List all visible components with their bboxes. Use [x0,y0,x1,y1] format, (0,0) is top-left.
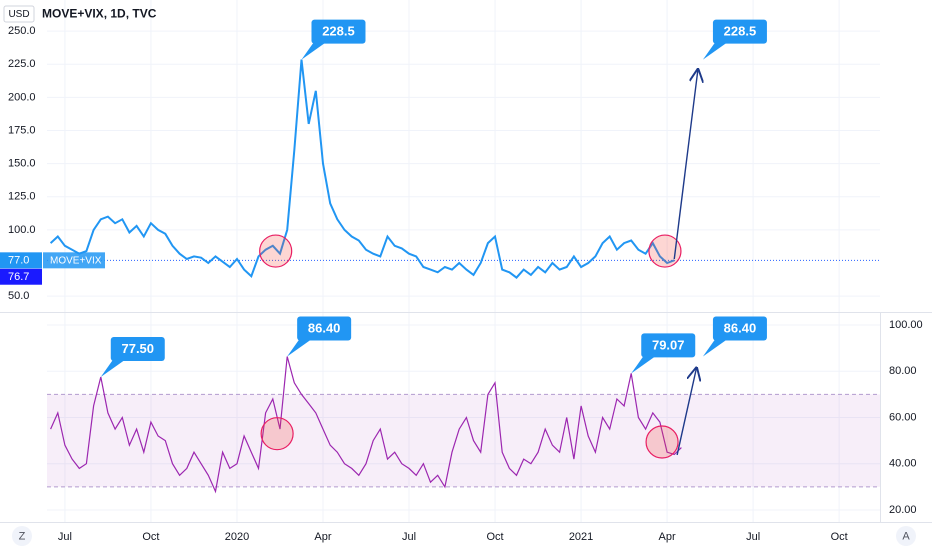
callout-label: 228.5 [724,24,757,39]
highlight-circle [645,425,679,459]
y-tick-label: 250.0 [8,25,36,37]
projection-arrow [673,70,698,260]
callout-pointer [702,339,727,357]
series-line [50,356,682,494]
callout-pointer [301,42,326,60]
x-tick-label: Oct [142,531,159,543]
callout-box [712,316,767,341]
callout-pointer [287,339,312,357]
auto-button-label[interactable]: A [902,530,910,542]
x-tick-label: Jul [58,531,72,543]
callout-pointer [631,356,656,374]
x-tick-label: 2020 [225,531,249,543]
y-tick-label: 125.0 [8,191,36,203]
y-tick-label: 100.00 [889,319,923,331]
callout-box [297,316,352,341]
y-tick-label: 100.0 [8,224,36,236]
currency-box [3,5,35,23]
callout-label: 86.40 [724,320,757,335]
chart-title: MOVE+VIX, 1D, TVC [42,7,157,21]
y-tick-label: 80.00 [889,365,917,377]
x-tick-label: Apr [314,531,331,543]
x-tick-label: Oct [486,531,503,543]
highlight-circle [259,234,293,268]
callout-label: 228.5 [322,24,355,39]
highlight-circle [648,234,682,268]
y-tick-label: 225.0 [8,58,36,70]
callout-box [712,19,767,44]
callout-label: 77.50 [121,341,154,356]
series-name-box [43,252,105,269]
callout-box [641,333,696,358]
y-tick-label: 150.0 [8,158,36,170]
y-tick-label: 175.0 [8,124,36,136]
callout-pointer [702,42,727,60]
x-tick-label: Oct [831,531,848,543]
prev-close-label: 76.7 [8,271,29,283]
last-value-box [0,252,42,269]
x-tick-label: 2021 [569,531,593,543]
currency: USD [8,9,29,20]
x-tick-label: Jul [402,531,416,543]
y-tick-label: 50.0 [8,290,29,302]
auto-button[interactable] [896,526,916,546]
highlight-circle [260,417,294,451]
y-tick-label: 200.0 [8,91,36,103]
x-tick-label: Jul [746,531,760,543]
zoom-button-label[interactable]: Z [19,530,26,542]
callout-label: 86.40 [308,320,341,335]
rsi-band [47,394,880,487]
series-name-label: MOVE+VIX [50,255,102,266]
callout-pointer [100,360,125,378]
y-tick-label: 40.00 [889,458,917,470]
callout-box [311,19,366,44]
callout-label: 79.07 [652,337,685,352]
x-tick-label: Apr [659,531,676,543]
y-tick-label: 60.00 [889,411,917,423]
y-tick-label: 20.00 [889,504,917,516]
zoom-button[interactable] [12,526,32,546]
prev-close-box [0,268,42,285]
callout-box [110,337,165,362]
projection-arrow [676,368,696,456]
last-value-label: 77.0 [8,255,29,267]
series-line [49,59,675,279]
